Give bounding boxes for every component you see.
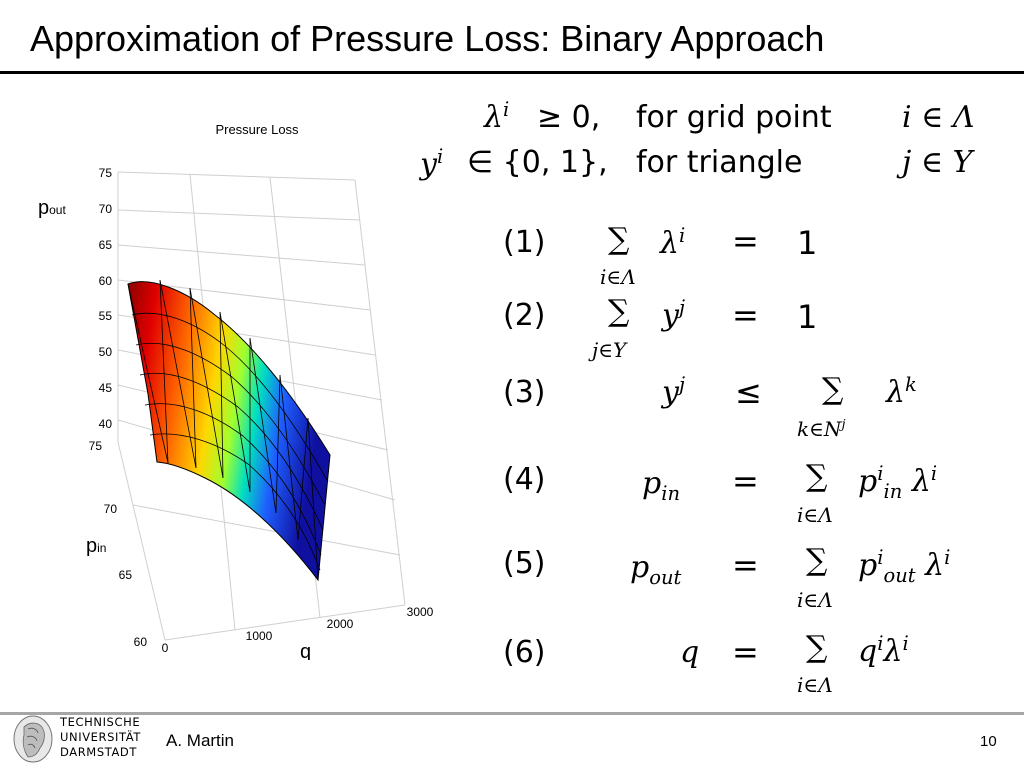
constraint-2-text: for triangle	[636, 145, 803, 180]
equation-5-sum-index: i∈Λ	[797, 588, 833, 612]
pressure-loss-chart: Pressure Loss 75 70 65 60 55 50 45 40 75…	[38, 122, 434, 660]
pressure-surface	[127, 281, 331, 582]
q-tick: 3000	[407, 605, 434, 619]
footer-divider	[0, 712, 1024, 715]
equation-5-number: (5)	[503, 546, 546, 581]
author-name: A. Martin	[166, 731, 235, 750]
equation-3-sum-index: k∈Nj	[797, 417, 846, 441]
equation-4-body: piin λi	[858, 462, 938, 503]
equation-1-sum-icon: ∑	[608, 222, 630, 257]
constraint-1-lhs: λi	[484, 98, 510, 135]
pout-tick: 60	[99, 274, 113, 288]
equation-2-rhs: 1	[797, 298, 818, 336]
tu-darmstadt-logo-icon	[13, 715, 53, 763]
equation-2-body: yj	[662, 296, 685, 333]
q-tick: 2000	[327, 617, 354, 631]
equation-2-sum-icon: ∑	[608, 294, 630, 329]
constraint-1-text: for grid point	[636, 100, 832, 135]
pin-tick: 70	[104, 502, 118, 516]
pout-axis-label: pout	[38, 197, 66, 219]
pin-ticks: 75 70 65 60	[89, 439, 148, 649]
slide-title: Approximation of Pressure Loss: Binary A…	[30, 18, 825, 59]
equation-4-number: (4)	[503, 462, 546, 497]
pin-tick: 75	[89, 439, 103, 453]
equation-5-body: piout λi	[858, 546, 951, 587]
pout-tick: 50	[99, 345, 113, 359]
equation-1-number: (1)	[503, 225, 546, 260]
equation-5-rel: =	[732, 546, 759, 584]
pin-axis-label: pin	[86, 535, 106, 557]
chart-title: Pressure Loss	[215, 122, 299, 137]
pout-tick: 75	[99, 166, 113, 180]
equation-5-sum-icon: ∑	[806, 543, 828, 578]
q-tick: 0	[162, 641, 169, 655]
pout-tick: 55	[99, 309, 113, 323]
q-axis-label: q	[300, 641, 311, 660]
equation-3-sum-icon: ∑	[822, 372, 844, 407]
q-ticks: 0 1000 2000 3000	[162, 605, 434, 655]
equation-5-lhs: pout	[630, 550, 682, 589]
constraint-1-set: i ∈ Λ	[902, 100, 975, 135]
equation-6-lhs: q	[680, 635, 700, 670]
equation-6-rel: =	[732, 633, 759, 671]
equation-4-sum-icon: ∑	[806, 459, 828, 494]
constraint-1-rel: ≥ 0,	[537, 100, 601, 135]
equation-3-rel: ≤	[735, 373, 762, 411]
equation-6-sum-index: i∈Λ	[797, 673, 833, 697]
equation-3-body: λk	[886, 373, 917, 410]
university-name: TECHNISCHE UNIVERSITÄT DARMSTADT	[60, 715, 141, 759]
equation-2-eq: =	[732, 296, 759, 334]
equation-2-sum-index: j∈Y	[592, 338, 627, 362]
equation-1-rhs: 1	[797, 224, 818, 262]
page-number: 10	[980, 733, 997, 750]
equation-6-number: (6)	[503, 635, 546, 670]
pout-tick: 45	[99, 381, 113, 395]
constraint-2-set: j ∈ Y	[902, 145, 973, 180]
pout-tick: 40	[99, 417, 113, 431]
pout-ticks: 75 70 65 60 55 50 45 40	[99, 166, 113, 431]
equation-2-number: (2)	[503, 298, 546, 333]
pin-tick: 65	[119, 568, 133, 582]
equation-1-body: λi	[660, 224, 686, 261]
constraint-2-rel: ∈ {0, 1},	[467, 145, 608, 180]
surface-mesh	[127, 279, 328, 581]
title-divider	[0, 71, 1024, 74]
pout-tick: 65	[99, 238, 113, 252]
equation-6-sum-icon: ∑	[806, 630, 828, 665]
equation-3-number: (3)	[503, 375, 546, 410]
q-tick: 1000	[246, 629, 273, 643]
equation-6-body: qiλi	[858, 632, 909, 669]
equation-4-rel: =	[732, 462, 759, 500]
equation-1-eq: =	[732, 222, 759, 260]
equation-4-sum-index: i∈Λ	[797, 503, 833, 527]
equation-4-lhs: pin	[642, 466, 681, 505]
pin-tick: 60	[134, 635, 148, 649]
pout-tick: 70	[99, 202, 113, 216]
equation-3-lhs: yj	[662, 373, 685, 410]
equation-1-sum-index: i∈Λ	[600, 265, 636, 289]
constraint-2-lhs: yi	[420, 145, 444, 182]
